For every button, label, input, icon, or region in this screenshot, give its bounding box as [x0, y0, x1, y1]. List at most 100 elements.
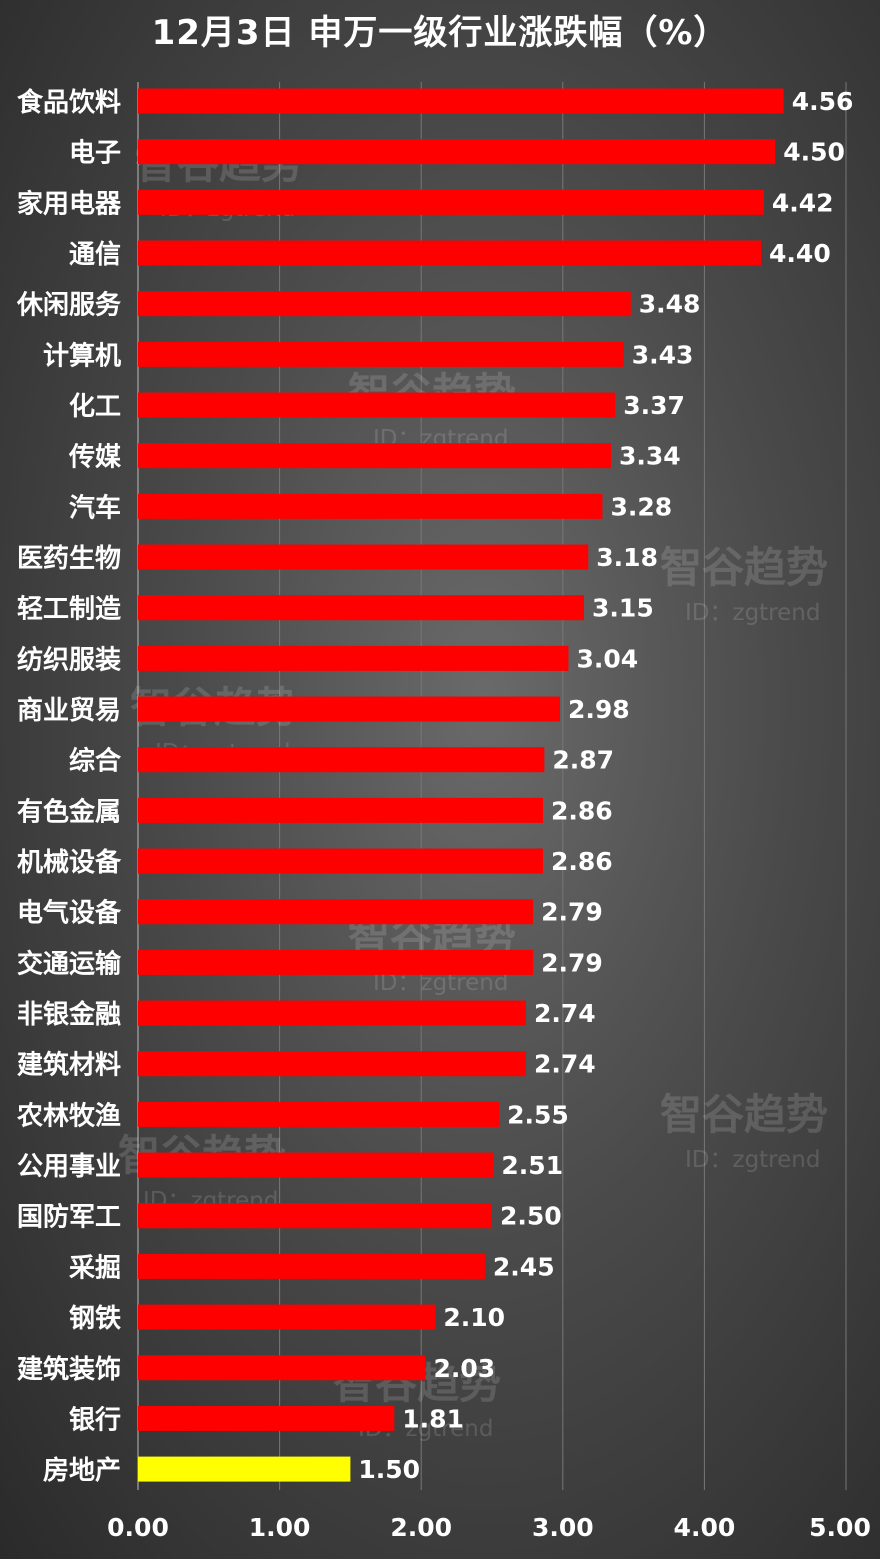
- value-label: 2.86: [551, 796, 613, 825]
- bar: [138, 291, 631, 317]
- category-label: 非银金融: [17, 999, 121, 1030]
- bar: [138, 797, 543, 823]
- category-label: 综合: [69, 746, 122, 777]
- bars: [138, 88, 784, 1482]
- category-labels: 食品饮料电子家用电器通信休闲服务计算机化工传媒汽车医药生物轻工制造纺织服装商业贸…: [16, 87, 122, 1486]
- bar: [138, 1253, 485, 1279]
- watermark-name: 智谷趋势: [660, 1090, 828, 1139]
- category-label: 化工: [69, 392, 121, 422]
- bar: [138, 595, 585, 621]
- bar: [138, 493, 603, 519]
- category-label: 建筑装饰: [17, 1354, 121, 1385]
- bar: [138, 1456, 351, 1482]
- value-label: 2.86: [551, 847, 613, 876]
- category-label: 医药生物: [17, 544, 121, 574]
- value-label: 1.50: [358, 1455, 420, 1484]
- value-label: 4.50: [783, 138, 845, 167]
- value-label: 2.50: [500, 1202, 562, 1231]
- category-label: 采掘: [69, 1253, 121, 1283]
- value-label: 2.74: [534, 1050, 596, 1079]
- category-label: 房地产: [43, 1456, 121, 1486]
- value-label: 2.74: [534, 999, 596, 1028]
- category-label: 计算机: [43, 340, 121, 371]
- value-label: 2.10: [443, 1303, 505, 1332]
- bar: [138, 189, 764, 215]
- category-label: 商业贸易: [17, 695, 121, 726]
- watermarks: 智谷趋势ID：zgtrend智谷趋势ID：zgtrend智谷趋势ID：zgtre…: [118, 139, 828, 1442]
- category-label: 通信: [69, 240, 121, 270]
- category-label: 纺织服装: [17, 644, 121, 675]
- category-label: 食品饮料: [17, 87, 121, 118]
- category-label: 国防军工: [17, 1203, 121, 1233]
- value-label: 2.51: [501, 1151, 563, 1180]
- bar: [138, 139, 776, 165]
- category-label: 有色金属: [17, 796, 121, 827]
- category-label: 电气设备: [17, 898, 122, 929]
- bar: [138, 392, 616, 418]
- value-label: 2.79: [541, 898, 603, 927]
- bar: [138, 899, 534, 925]
- category-label: 交通运输: [17, 948, 122, 979]
- value-label: 3.15: [592, 594, 654, 623]
- chart-title: 12月3日 申万一级行业涨跌幅（%）: [151, 13, 729, 53]
- category-label: 农林牧渔: [16, 1101, 121, 1131]
- value-label: 4.40: [769, 239, 831, 268]
- x-tick-label: 1.00: [249, 1513, 311, 1542]
- bar: [138, 1152, 494, 1178]
- value-labels: 4.56 4.50 4.42 4.40 3.48 3.43 3.37 3.34 3.28 3.18…: [358, 87, 853, 1484]
- value-label: 2.45: [493, 1252, 555, 1281]
- value-label: 3.04: [576, 644, 638, 673]
- category-label: 公用事业: [17, 1152, 121, 1182]
- value-label: 3.37: [623, 391, 685, 420]
- value-label: 2.79: [541, 948, 603, 977]
- value-label: 3.28: [610, 492, 672, 521]
- category-label: 机械设备: [17, 848, 122, 878]
- bar: [138, 848, 543, 874]
- x-tick-label: 4.00: [674, 1513, 736, 1542]
- value-label: 1.81: [402, 1404, 464, 1433]
- x-axis-ticks: 0.00 1.00 2.00 3.00 4.00 5.00: [107, 1513, 871, 1542]
- bar: [138, 1304, 436, 1330]
- x-tick-label: 5.00: [809, 1513, 871, 1542]
- category-label: 建筑材料: [17, 1050, 121, 1081]
- watermark-id: ID：zgtrend: [685, 1147, 820, 1173]
- value-label: 2.55: [507, 1100, 569, 1129]
- watermark-name: 智谷趋势: [660, 543, 828, 592]
- category-label: 钢铁: [69, 1303, 121, 1334]
- bar: [138, 240, 762, 266]
- category-label: 休闲服务: [16, 291, 121, 321]
- category-label: 传媒: [68, 443, 122, 473]
- bar: [138, 949, 534, 975]
- bar: [138, 1051, 526, 1077]
- bar: [138, 1101, 500, 1127]
- bar: [138, 443, 611, 469]
- bar: [138, 1000, 526, 1026]
- category-label: 家用电器: [17, 188, 122, 219]
- bar: [138, 88, 784, 114]
- value-label: 4.42: [772, 188, 834, 217]
- category-label: 电子: [69, 139, 121, 169]
- value-label: 3.48: [639, 290, 701, 319]
- value-label: 3.43: [632, 340, 694, 369]
- bar: [138, 1203, 492, 1229]
- value-label: 2.98: [568, 695, 630, 724]
- category-label: 汽车: [69, 492, 121, 523]
- value-label: 3.34: [619, 442, 681, 471]
- value-label: 2.87: [552, 746, 614, 775]
- category-label: 轻工制造: [17, 595, 121, 625]
- x-tick-label: 0.00: [107, 1513, 169, 1542]
- bar: [138, 341, 624, 367]
- bar: [138, 747, 545, 773]
- x-tick-label: 2.00: [390, 1513, 452, 1542]
- watermark-id: ID：zgtrend: [685, 600, 820, 626]
- value-label: 3.18: [596, 543, 658, 572]
- bar: [138, 1405, 395, 1431]
- bar: [138, 645, 569, 671]
- bar: [138, 1355, 426, 1381]
- value-label: 2.03: [433, 1354, 495, 1383]
- value-label: 4.56: [792, 87, 854, 116]
- bar: [138, 544, 589, 570]
- x-tick-label: 3.00: [532, 1513, 594, 1542]
- category-label: 银行: [69, 1404, 121, 1435]
